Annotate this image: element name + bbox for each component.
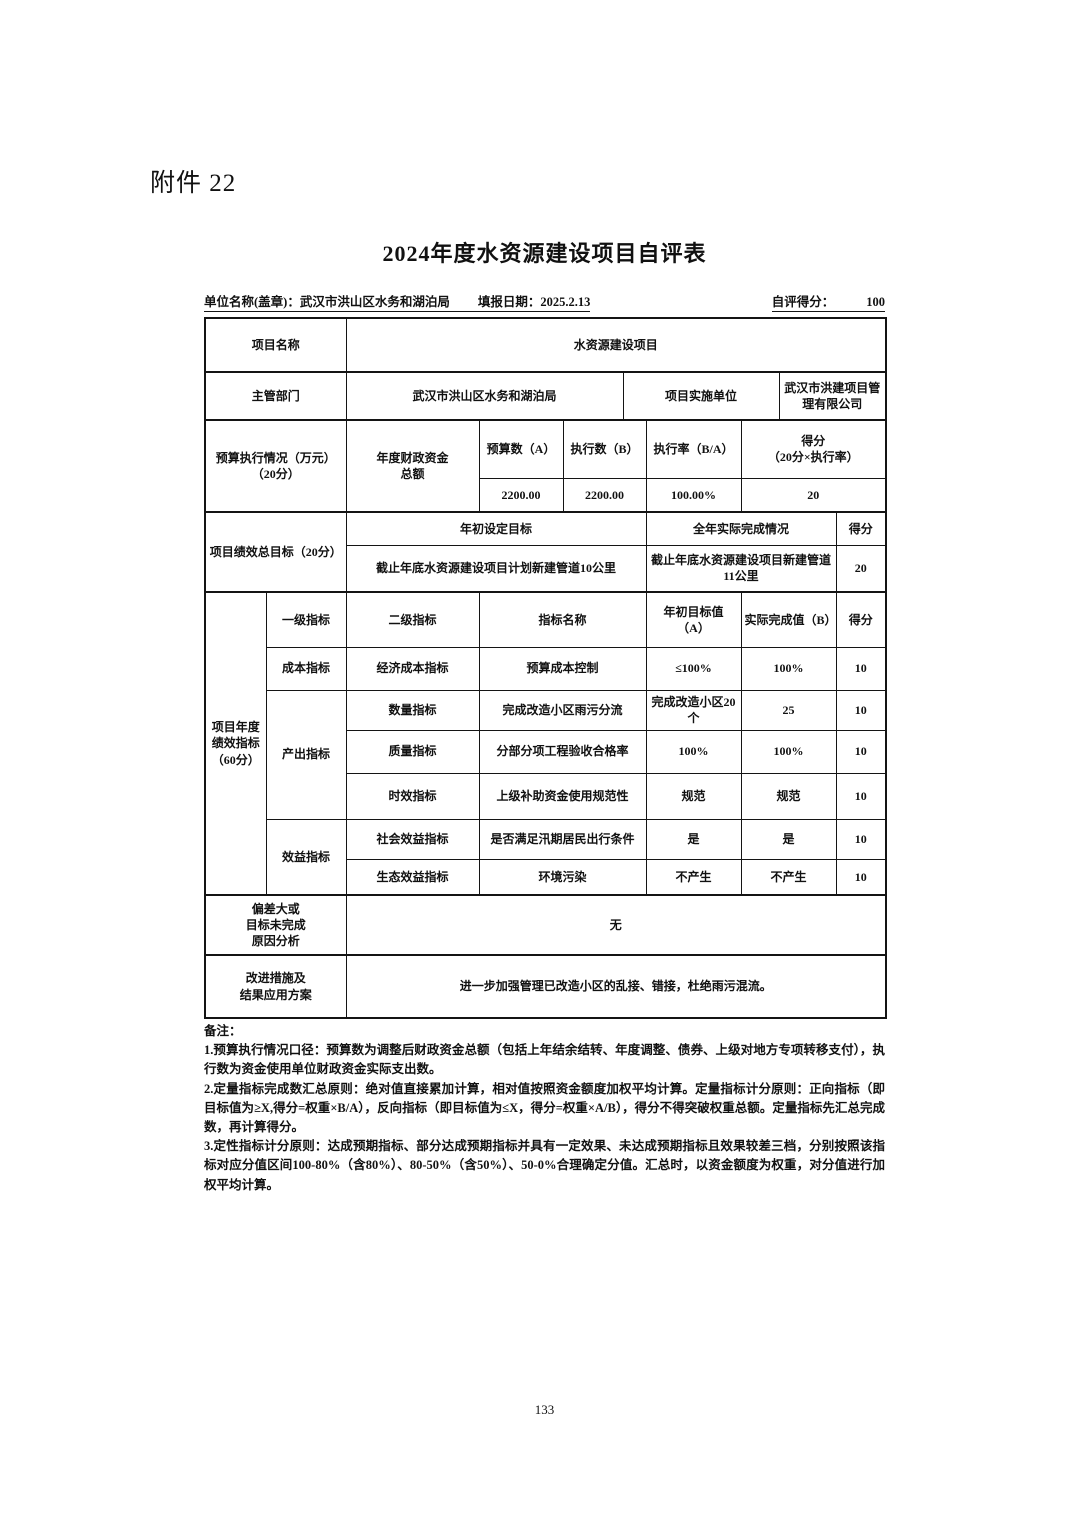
remarks-item-2: 2.定量指标完成数汇总原则：绝对值直接累加计算，相对值按照资金额度加权平均计算。… [204,1081,885,1135]
indicator-target-cell: 100% [645,729,742,774]
indicator-level2-cell: 数量指标 [345,689,480,731]
exec-amount-value-cell: 2200.00 [562,477,647,513]
self-evaluation-table: 项目名称 水资源建设项目 主管部门 武汉市洪山区水务和湖泊局 项目实施单位 武汉… [204,317,888,1019]
unit-name-value: 武汉市洪山区水务和湖泊局 [299,295,450,309]
deviation-analysis-cell: 无 [345,894,887,956]
indicator-score-cell: 10 [835,729,887,774]
improvement-plan-label-cell: 改进措施及 结果应用方案 [204,954,347,1019]
indicator-score-cell: 10 [835,818,887,860]
exec-amount-header-cell: 执行数（B） [562,419,647,479]
target-value-header-cell: 年初目标值 （A） [645,591,742,648]
level1-header-cell: 一级指标 [265,591,347,648]
impl-unit-label-cell: 项目实施单位 [622,371,780,421]
indicator-level2-cell: 经济成本指标 [345,646,480,691]
remarks-item-1: 1.预算执行情况口径：预算数为调整后财政资金总额（包括上年结余结转、年度调整、债… [204,1043,885,1077]
initial-goal-cell: 截止年底水资源建设项目计划新建管道10公里 [345,544,647,593]
indicator-level2-cell: 社会效益指标 [345,818,480,860]
budget-section-label-cell: 预算执行情况（万元） （20分） [204,419,347,513]
indicator-score-cell: 10 [835,772,887,820]
exec-rate-value-cell: 100.00% [645,477,742,513]
goal-score-cell: 20 [835,544,887,593]
indicator-actual-cell: 100% [740,646,837,691]
attachment-label: 附件 22 [150,170,237,197]
page-number: 133 [534,1402,555,1417]
indicator-level1-cell: 效益指标 [265,818,347,896]
remarks-block: 备注： 1.预算执行情况口径：预算数为调整后财政资金总额（包括上年结余结转、年度… [204,1022,885,1195]
document-content: 2024年度水资源建设项目自评表 单位名称(盖章)：武汉市洪山区水务和湖泊局 填报… [204,240,888,1195]
self-score-value: 100 [866,295,885,309]
report-date-label: 填报日期： [477,295,541,309]
indicator-level1-cell: 产出指标 [265,689,347,820]
improvement-plan-cell: 进一步加强管理已改造小区的乱接、错接，杜绝雨污混流。 [345,954,887,1019]
indicator-name-cell: 分部分项工程验收合格率 [478,729,647,774]
goal-score-header-cell: 得分 [835,511,887,546]
indicator-level2-cell: 生态效益指标 [345,858,480,896]
indicator-actual-cell: 25 [740,689,837,731]
indicator-name-cell: 完成改造小区雨污分流 [478,689,647,731]
indicator-score-cell: 10 [835,858,887,896]
indicator-target-cell: 是 [645,818,742,860]
deviation-analysis-label-cell: 偏差大或 目标未完成 原因分析 [204,894,347,956]
indicator-name-cell: 预算成本控制 [478,646,647,691]
actual-completion-header-cell: 全年实际完成情况 [645,511,837,546]
remarks-item-3: 3.定性指标计分原则：达成预期指标、部分达成预期指标并具有一定效果、未达成预期指… [204,1139,885,1192]
indicator-score-cell: 10 [835,646,887,691]
budget-amount-value-cell: 2200.00 [478,477,564,513]
indicator-level1-cell: 成本指标 [265,646,347,691]
budget-score-value-cell: 20 [740,477,887,513]
actual-completion-cell: 截止年底水资源建设项目新建管道 11公里 [645,544,837,593]
exec-rate-header-cell: 执行率（B/A） [645,419,742,479]
meta-right-group: 自评得分： 100 [771,294,885,312]
indicator-target-cell: ≤100% [645,646,742,691]
unit-name-label: 单位名称(盖章)： [204,295,300,309]
indicator-name-cell: 环境污染 [478,858,647,896]
level2-header-cell: 二级指标 [345,591,480,648]
indicator-actual-cell: 不产生 [740,858,837,896]
annual-indicators-label-cell: 项目年度 绩效指标 （60分） [204,591,267,896]
impl-unit-cell: 武汉市洪建项目管 理有限公司 [778,371,887,421]
indicator-name-header-cell: 指标名称 [478,591,647,648]
indicator-target-cell: 规范 [645,772,742,820]
project-name-label-cell: 项目名称 [204,317,347,373]
indicator-target-cell: 完成改造小区20 个 [645,689,742,731]
supervisor-dept-cell: 武汉市洪山区水务和湖泊局 [345,371,624,421]
report-date-value: 2025.2.13 [540,295,591,309]
remarks-title: 备注： [204,1024,242,1038]
indicator-level2-cell: 质量指标 [345,729,480,774]
actual-value-header-cell: 实际完成值（B） [740,591,837,648]
page-title: 2024年度水资源建设项目自评表 [382,241,707,266]
project-name-cell: 水资源建设项目 [345,317,887,373]
self-score-label: 自评得分： [771,295,835,309]
supervisor-dept-label-cell: 主管部门 [204,371,347,421]
overall-goal-label-cell: 项目绩效总目标（20分） [204,511,347,593]
budget-amount-header-cell: 预算数（A） [478,419,564,479]
meta-line: 单位名称(盖章)：武汉市洪山区水务和湖泊局 填报日期：2025.2.13 自评得分… [204,294,885,312]
indicator-target-cell: 不产生 [645,858,742,896]
indicator-actual-cell: 规范 [740,772,837,820]
initial-goal-header-cell: 年初设定目标 [345,511,647,546]
budget-score-header-cell: 得分 （20分×执行率） [740,419,887,479]
indicator-level2-cell: 时效指标 [345,772,480,820]
indicator-name-cell: 上级补助资金使用规范性 [478,772,647,820]
annual-fund-total-cell: 年度财政资金 总额 [345,419,480,513]
indicator-score-cell: 10 [835,689,887,731]
score-header-cell: 得分 [835,591,887,648]
meta-left-group: 单位名称(盖章)：武汉市洪山区水务和湖泊局 填报日期：2025.2.13 [204,294,591,312]
indicator-name-cell: 是否满足汛期居民出行条件 [478,818,647,860]
indicator-actual-cell: 是 [740,818,837,860]
indicator-actual-cell: 100% [740,729,837,774]
